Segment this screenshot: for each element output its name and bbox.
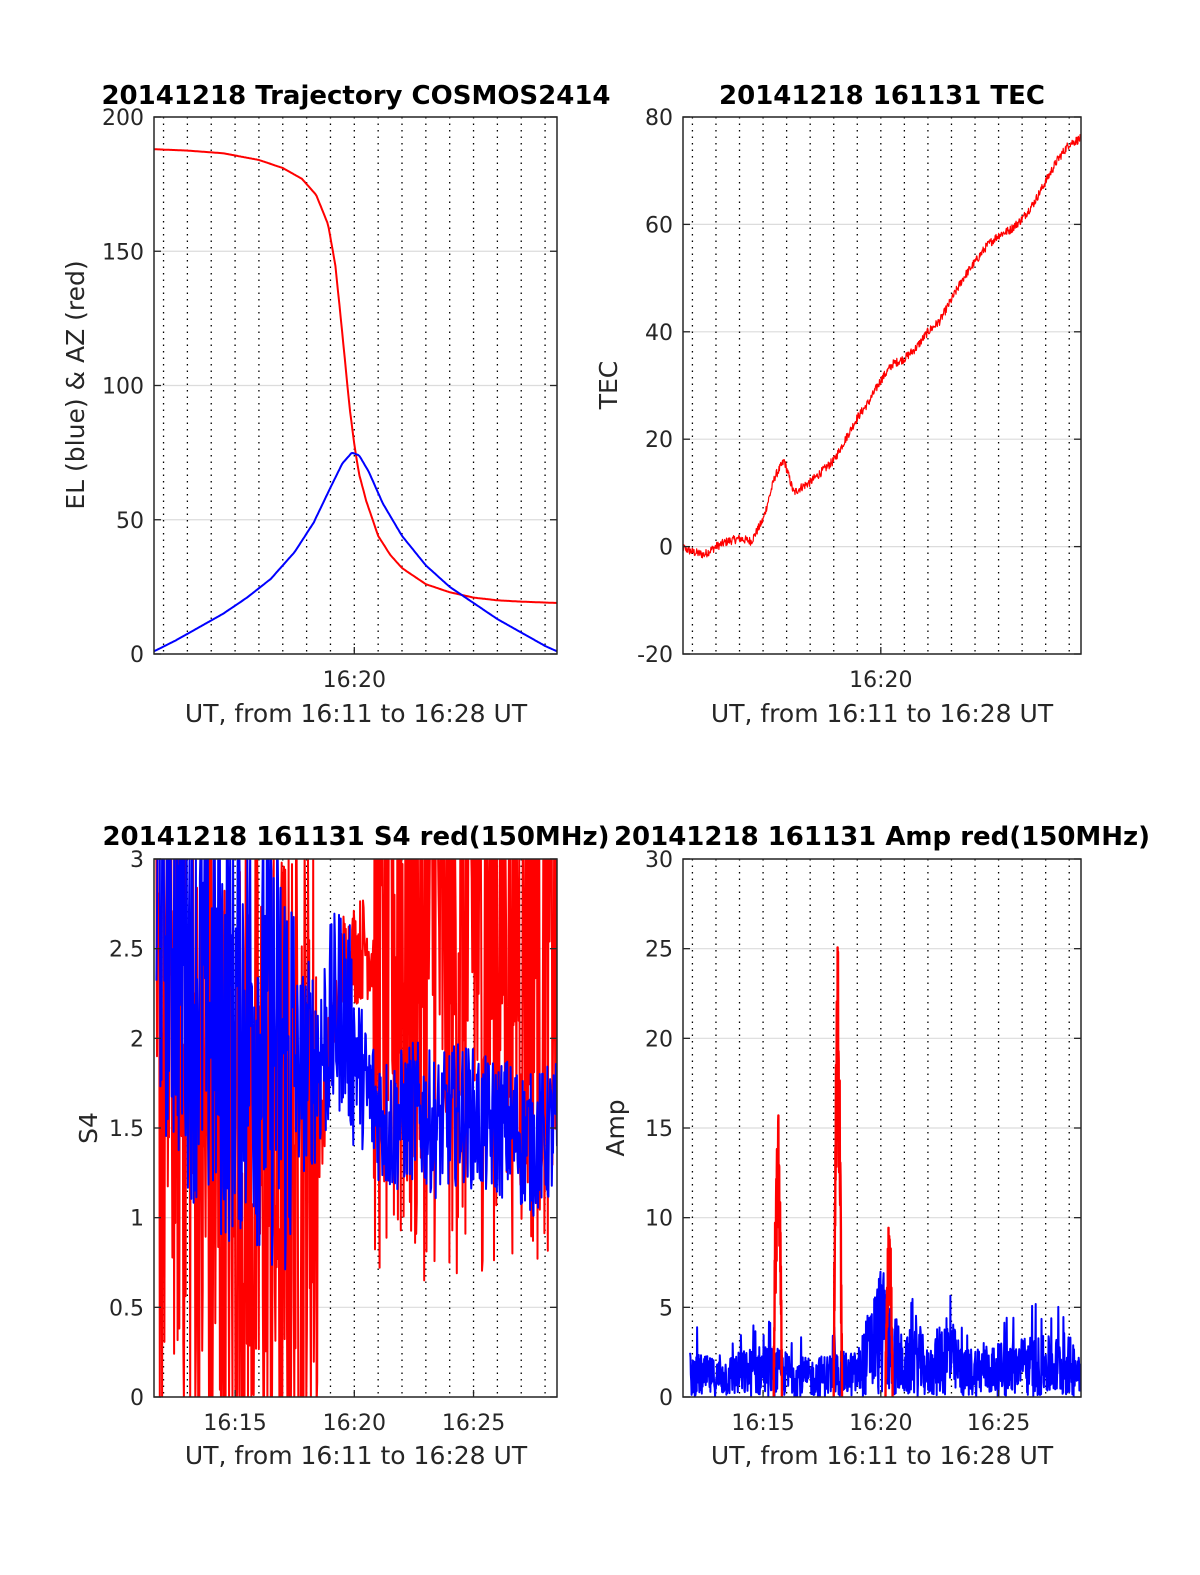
tec-xlabel: UT, from 16:11 to 16:28 UT <box>711 699 1054 728</box>
amp-ytick-label: 20 <box>645 1027 673 1052</box>
trajectory-ytick-label: 50 <box>116 509 144 534</box>
trajectory-ytick-label: 200 <box>102 106 144 131</box>
amp-ytick-label: 5 <box>659 1296 673 1321</box>
s4-ytick-label: 0 <box>130 1386 144 1411</box>
amp-xlabel: UT, from 16:11 to 16:28 UT <box>711 1441 1054 1470</box>
s4-ytick-label: 2 <box>130 1027 144 1052</box>
amp-xtick-label: 16:15 <box>731 1411 794 1436</box>
tec-ytick-label: 20 <box>645 428 673 453</box>
trajectory-ytick-label: 0 <box>130 643 144 668</box>
s4-ytick-label: 3 <box>130 848 144 873</box>
s4-ytick-label: 0.5 <box>109 1296 144 1321</box>
amp-series-red-spike-3 <box>884 1226 894 1397</box>
s4-series-red <box>155 859 557 1397</box>
amp-ytick-label: 0 <box>659 1386 673 1411</box>
s4-xtick-label: 16:20 <box>323 1411 386 1436</box>
tec-ytick-label: 0 <box>659 536 673 561</box>
tec-plot-area <box>683 134 1081 559</box>
s4-ytick-label: 2.5 <box>109 938 144 963</box>
amp-xtick-label: 16:25 <box>967 1411 1030 1436</box>
trajectory-plot-area <box>154 148 557 653</box>
tec-axes-frame <box>682 116 1082 655</box>
trajectory-ytick-label: 150 <box>102 240 144 265</box>
amp-ytick-label: 15 <box>645 1117 673 1142</box>
amp-ytick-label: 10 <box>645 1207 673 1232</box>
s4-ylabel: S4 <box>74 1112 103 1144</box>
s4-xtick-label: 16:15 <box>203 1411 266 1436</box>
s4-series-blue <box>155 859 557 1271</box>
s4-ytick-label: 1 <box>130 1207 144 1232</box>
s4-ytick-label: 1.5 <box>109 1117 144 1142</box>
tec-ytick-label: 40 <box>645 321 673 346</box>
amp-series-red-spike-2 <box>832 946 844 1397</box>
tec-panel: 20141218 161131 TEC UT, from 16:11 to 16… <box>594 81 1082 728</box>
trajectory-ylabel: EL (blue) & AZ (red) <box>61 260 90 509</box>
amp-series-blue <box>689 1270 1081 1397</box>
s4-xtick-label: 16:25 <box>442 1411 505 1436</box>
amp-ylabel: Amp <box>601 1099 630 1156</box>
s4-title: 20141218 161131 S4 red(150MHz) <box>102 822 609 852</box>
s4-plot-area <box>155 859 557 1397</box>
amp-title: 20141218 161131 Amp red(150MHz) <box>614 822 1150 852</box>
tec-ytick-label: 60 <box>645 213 673 238</box>
trajectory-xlabel: UT, from 16:11 to 16:28 UT <box>185 699 528 728</box>
trajectory-series-az <box>154 148 557 604</box>
amp-ytick-label: 25 <box>645 938 673 963</box>
amp-panel: 20141218 161131 Amp red(150MHz) UT, from… <box>601 822 1150 1470</box>
amp-ytick-label: 30 <box>645 848 673 873</box>
amp-plot-area <box>689 946 1081 1397</box>
s4-xlabel: UT, from 16:11 to 16:28 UT <box>185 1441 528 1470</box>
tec-ytick-label: 80 <box>645 106 673 131</box>
trajectory-title: 20141218 Trajectory COSMOS2414 <box>101 81 610 111</box>
tec-series-tec <box>683 134 1081 559</box>
tec-xtick-label: 16:20 <box>849 668 912 693</box>
tec-ytick-label: -20 <box>637 643 673 668</box>
s4-panel: 20141218 161131 S4 red(150MHz) UT, from … <box>74 822 610 1470</box>
trajectory-ytick-label: 100 <box>102 375 144 400</box>
trajectory-xtick-label: 16:20 <box>323 668 386 693</box>
tec-title: 20141218 161131 TEC <box>719 81 1045 111</box>
tec-ylabel: TEC <box>594 361 623 411</box>
trajectory-panel: 20141218 Trajectory COSMOS2414 UT, from … <box>61 81 611 728</box>
amp-xtick-label: 16:20 <box>849 1411 912 1436</box>
trajectory-series-el <box>154 452 557 653</box>
amp-series-red-spike-1 <box>772 1114 784 1397</box>
